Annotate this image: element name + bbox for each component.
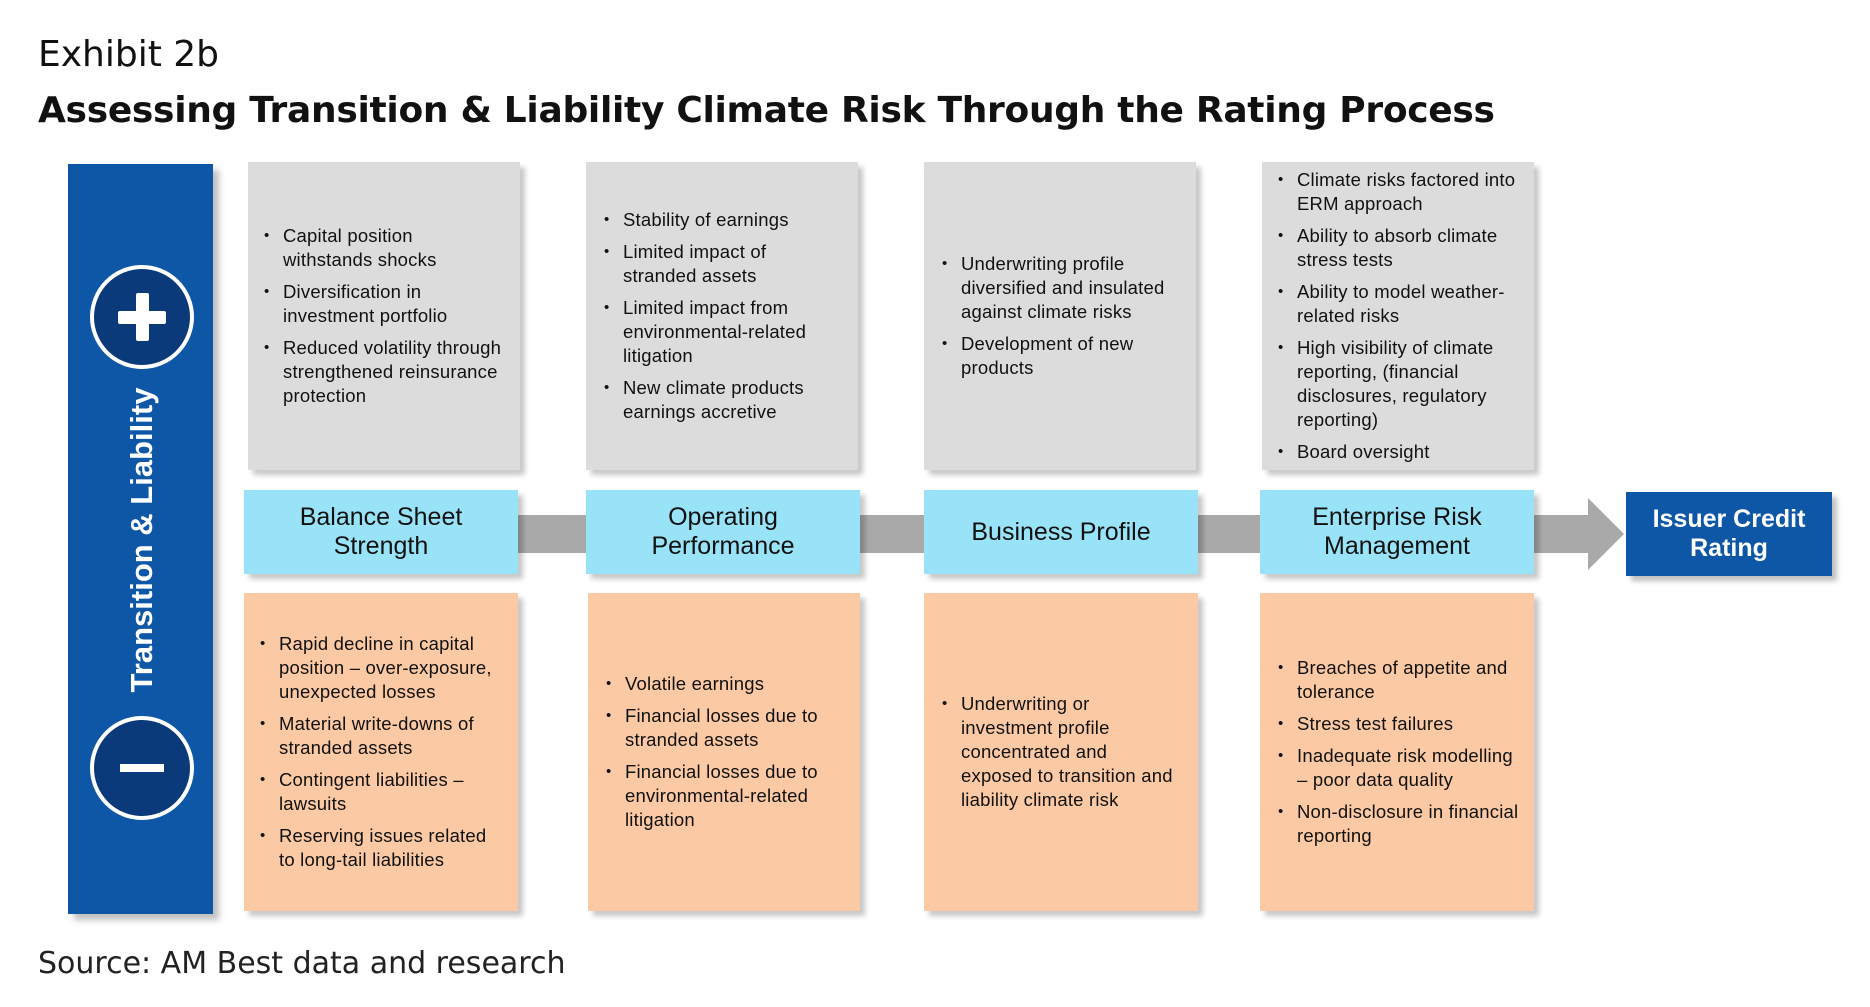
arrow-right-icon <box>1588 498 1624 570</box>
stage-enterprise-risk-management: Enterprise Risk Management <box>1260 490 1534 574</box>
positive-factor: Ability to model weather-related risks <box>1278 280 1524 328</box>
positive-factor: Stability of earnings <box>604 208 844 232</box>
negative-factor: Non-disclosure in financial reporting <box>1278 800 1520 848</box>
issuer-credit-rating-box: Issuer Credit Rating <box>1626 492 1832 576</box>
minus-icon <box>90 716 194 820</box>
negative-factors-box: Breaches of appetite and tolerance Stres… <box>1260 593 1534 911</box>
negative-factor: Breaches of appetite and tolerance <box>1278 656 1520 704</box>
positive-factors-box: Climate risks factored into ERM approach… <box>1262 162 1534 470</box>
positive-factor: Limited impact of stranded assets <box>604 240 844 288</box>
negative-factor: Financial losses due to stranded assets <box>606 704 846 752</box>
stage-business-profile: Business Profile <box>924 490 1198 574</box>
positive-factor: High visibility of climate reporting, (f… <box>1278 336 1524 432</box>
negative-factor: Inadequate risk modelling – poor data qu… <box>1278 744 1520 792</box>
negative-factors-box: Underwriting or investment profile conce… <box>924 593 1198 911</box>
positive-factor: Reduced volatility through strengthened … <box>264 336 502 408</box>
positive-factor: Ability to absorb climate stress tests <box>1278 224 1524 272</box>
side-bar-label: Transition & Liability <box>124 387 159 693</box>
negative-factor: Financial losses due to environmental-re… <box>606 760 846 832</box>
exhibit-label: Exhibit 2b <box>38 34 220 75</box>
negative-factors-box: Volatile earnings Financial losses due t… <box>588 593 860 911</box>
page-title: Assessing Transition & Liability Climate… <box>38 90 1495 131</box>
negative-factor: Reserving issues related to long-tail li… <box>260 824 504 872</box>
positive-factor: Board oversight <box>1278 440 1524 464</box>
positive-factor: Climate risks factored into ERM approach <box>1278 168 1524 216</box>
negative-factor: Stress test failures <box>1278 712 1520 736</box>
positive-factors-box: Stability of earnings Limited impact of … <box>586 162 858 470</box>
negative-factor: Volatile earnings <box>606 672 846 696</box>
source-note: Source: AM Best data and research <box>38 946 566 981</box>
plus-icon <box>90 265 194 369</box>
positive-factor: Limited impact from environmental-relate… <box>604 296 844 368</box>
stage-operating-performance: Operating Performance <box>586 490 860 574</box>
negative-factor: Underwriting or investment profile conce… <box>942 692 1180 812</box>
negative-factor: Contingent liabilities – lawsuits <box>260 768 504 816</box>
negative-factor: Rapid decline in capital position – over… <box>260 632 504 704</box>
positive-factor: Development of new products <box>942 332 1182 380</box>
positive-factors-box: Capital position withstands shocks Diver… <box>248 162 520 470</box>
positive-factor: Underwriting profile diversified and ins… <box>942 252 1182 324</box>
positive-factor: Diversification in investment portfolio <box>264 280 502 328</box>
positive-factors-box: Underwriting profile diversified and ins… <box>924 162 1196 470</box>
positive-factor: Capital position withstands shocks <box>264 224 502 272</box>
stage-balance-sheet-strength: Balance Sheet Strength <box>244 490 518 574</box>
negative-factor: Material write-downs of stranded assets <box>260 712 504 760</box>
negative-factors-box: Rapid decline in capital position – over… <box>244 593 518 911</box>
positive-factor: New climate products earnings accretive <box>604 376 844 424</box>
